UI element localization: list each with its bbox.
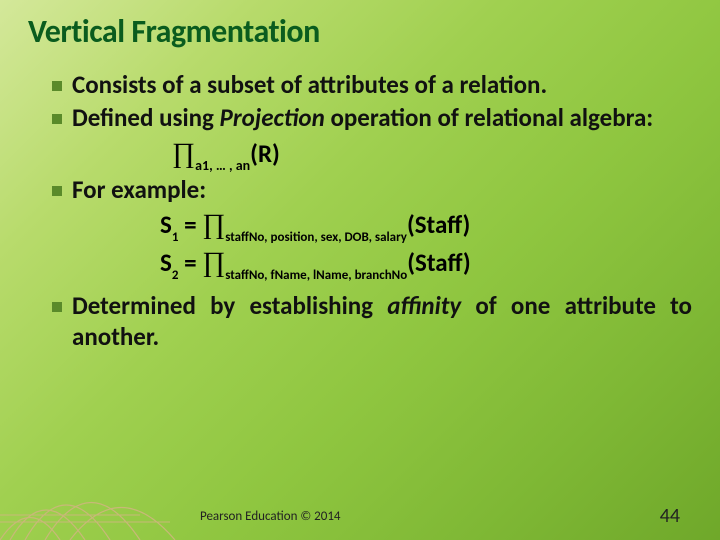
bullet-item-1: Consists of a subset of attributes of a …: [52, 69, 692, 100]
s1-arg: (Staff): [407, 209, 470, 240]
bullet-text-4: Determined by establishing affinity of o…: [72, 290, 692, 353]
s1-sub: staffNo, position, sex, DOB, salary: [225, 230, 407, 245]
s1-label: S: [160, 209, 172, 240]
proj-arg: (R): [250, 138, 280, 169]
b2-post: operation of relational algebra:: [325, 102, 653, 133]
slide-title: Vertical Fragmentation: [28, 12, 692, 51]
bullet-item-4: Determined by establishing affinity of o…: [52, 290, 692, 353]
s1-num: 1: [172, 230, 179, 245]
bullet-icon: [52, 186, 62, 196]
s2-sub: staffNo, fName, lName, branchNo: [225, 268, 407, 283]
example-s2: S2 = ∏staffNo, fName, lName, branchNo(St…: [52, 245, 692, 282]
proj-subscript: a1, … , an: [195, 157, 250, 174]
b2-pre: Defined using: [72, 102, 220, 133]
example-s1: S1 = ∏staffNo, position, sex, DOB, salar…: [52, 207, 692, 244]
bullet-text-2: Defined using Projection operation of re…: [72, 102, 692, 133]
pi-symbol: ∏: [172, 138, 195, 169]
eq1: =: [178, 209, 202, 240]
content-area: Consists of a subset of attributes of a …: [28, 69, 692, 352]
eq2: =: [178, 247, 202, 278]
b4-italic: affinity: [387, 290, 461, 321]
bullet-text-1: Consists of a subset of attributes of a …: [72, 69, 692, 100]
s2-arg: (Staff): [407, 247, 470, 278]
bullet-icon: [52, 302, 62, 312]
slide: Vertical Fragmentation Consists of a sub…: [0, 0, 720, 540]
projection-formula: ∏a1, … , an(R): [52, 136, 692, 173]
b4-pre: Determined by establishing: [72, 290, 387, 321]
b2-italic: Projection: [220, 102, 325, 133]
s2-num: 2: [172, 268, 179, 283]
bullet-item-3: For example:: [52, 174, 692, 205]
pi-symbol: ∏: [202, 209, 225, 240]
page-number: 44: [660, 504, 680, 528]
corner-decoration: [0, 460, 220, 540]
footer-credit: Pearson Education © 2014: [200, 509, 341, 524]
bullet-item-2: Defined using Projection operation of re…: [52, 102, 692, 133]
footer: Pearson Education © 2014 44: [0, 504, 720, 528]
s2-label: S: [160, 247, 172, 278]
bullet-icon: [52, 81, 62, 91]
bullet-text-3: For example:: [72, 174, 692, 205]
pi-symbol: ∏: [202, 247, 225, 278]
bullet-icon: [52, 114, 62, 124]
